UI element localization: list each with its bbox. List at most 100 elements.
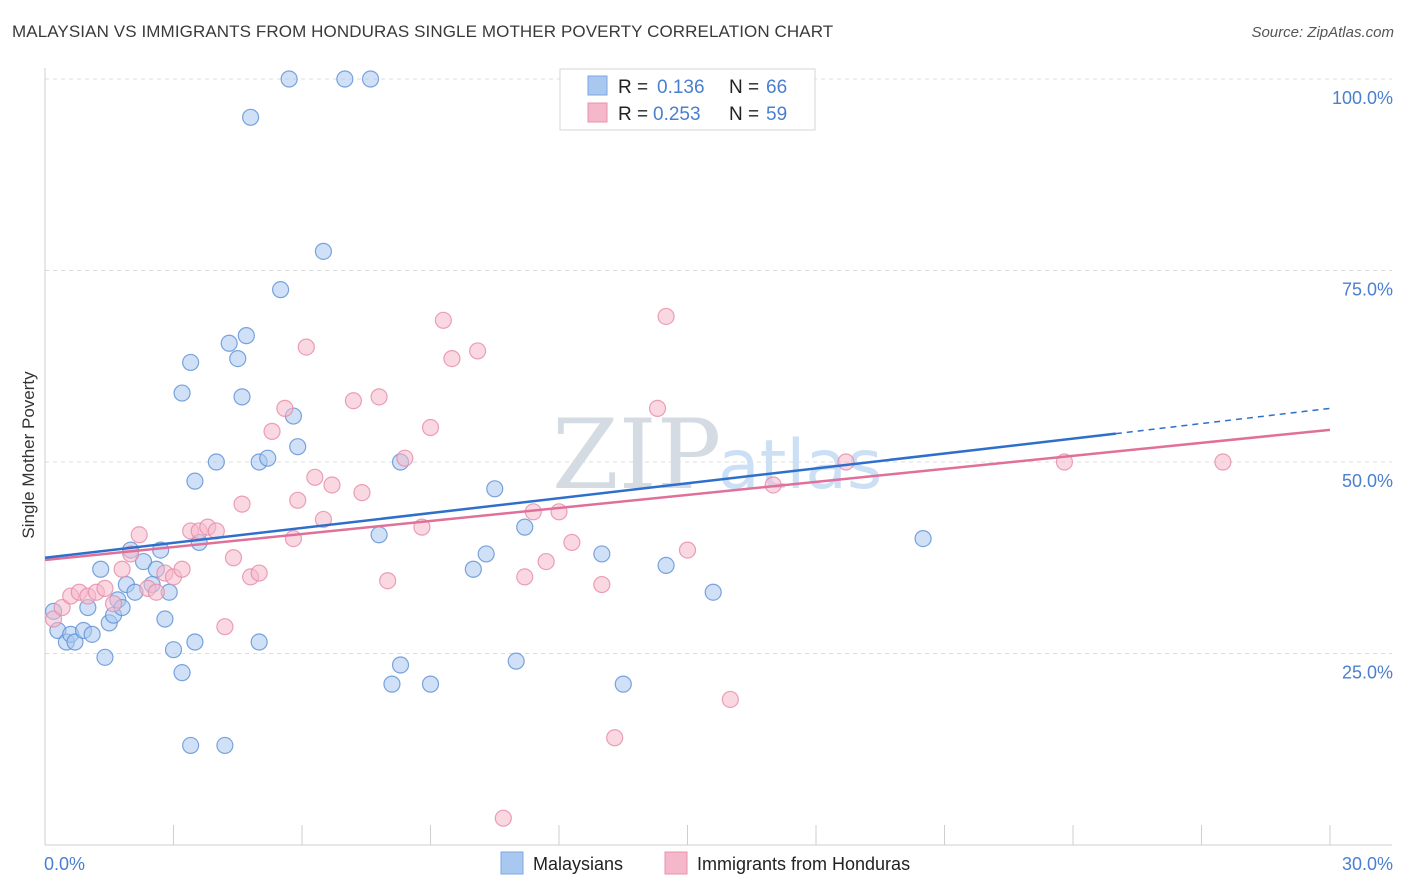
- honduras-point: [721, 690, 739, 709]
- malaysian-point: [156, 610, 174, 628]
- malaysian-point: [507, 652, 525, 670]
- legend-n-value-2: 59: [766, 104, 787, 125]
- malaysian-point: [220, 334, 238, 352]
- malaysian-point: [92, 560, 110, 578]
- malaysian-point: [186, 633, 204, 651]
- honduras-point: [516, 568, 534, 586]
- bottom-legend-swatch-honduras: [664, 851, 688, 875]
- malaysian-point: [614, 675, 632, 693]
- malaysian-point: [237, 327, 255, 345]
- malaysian-point: [186, 472, 204, 490]
- malaysian-point: [421, 675, 440, 693]
- honduras-point: [104, 595, 123, 613]
- honduras-point: [563, 533, 581, 552]
- malaysian-point: [259, 449, 277, 467]
- malaysian-point: [66, 633, 84, 651]
- malaysian-point: [704, 583, 722, 601]
- honduras-point: [657, 307, 675, 326]
- source-label: Source: ZipAtlas.com: [1251, 24, 1394, 41]
- malaysian-point: [370, 526, 388, 544]
- honduras-point: [289, 491, 307, 509]
- malaysian-point: [486, 480, 504, 498]
- malaysian-point: [477, 545, 495, 563]
- correlation-legend: R = 0.136 N = 66 R = 0.253 N = 59: [559, 68, 816, 131]
- legend-swatch-honduras: [587, 102, 608, 123]
- malaysian-point: [383, 675, 401, 693]
- honduras-point: [314, 510, 333, 529]
- honduras-point: [276, 399, 294, 417]
- malaysian-point: [516, 518, 534, 536]
- y-axis-title: Single Mother Poverty: [19, 371, 38, 539]
- honduras-point: [396, 449, 414, 467]
- y-tick-labels: 25.0% 50.0% 75.0% 100.0%: [1332, 88, 1393, 683]
- honduras-point: [306, 468, 324, 486]
- malaysian-point: [229, 349, 247, 368]
- malaysian-point: [216, 736, 234, 755]
- malaysian-point: [391, 656, 410, 674]
- malaysian-point: [207, 453, 225, 471]
- malaysian-point: [314, 242, 333, 260]
- honduras-point: [370, 388, 388, 406]
- legend-n-label-1: N =: [729, 77, 759, 98]
- grid-lines: [45, 78, 1392, 654]
- malaysian-point: [464, 560, 482, 578]
- honduras-point: [173, 560, 191, 578]
- honduras-point: [494, 809, 512, 827]
- honduras-point: [421, 418, 440, 437]
- legend-n-value-1: 66: [766, 77, 787, 98]
- bottom-legend-label-malaysians: Malaysians: [533, 854, 623, 874]
- honduras-point: [344, 392, 362, 410]
- chart-title: MALAYSIAN VS IMMIGRANTS FROM HONDURAS SI…: [12, 22, 834, 41]
- honduras-point: [837, 453, 855, 471]
- malaysian-point: [233, 388, 251, 406]
- malaysian-point: [250, 633, 268, 651]
- honduras-point: [113, 560, 131, 578]
- honduras-trend-line: [44, 428, 1331, 562]
- honduras-point: [297, 338, 315, 356]
- malaysian-point: [361, 70, 380, 88]
- honduras-point: [606, 729, 624, 747]
- malaysian-point: [271, 281, 290, 299]
- legend-r-value-2: 0.253: [653, 104, 701, 125]
- honduras-point: [130, 526, 148, 544]
- malaysian-point: [242, 108, 260, 126]
- honduras-point: [469, 342, 487, 360]
- bottom-legend-swatch-malaysians: [500, 851, 524, 875]
- y-tick-label-50: 50.0%: [1342, 471, 1393, 491]
- y-tick-label-25: 25.0%: [1342, 663, 1393, 683]
- legend-r-label-2: R =: [618, 104, 648, 125]
- y-tick-label-75: 75.0%: [1342, 280, 1393, 300]
- x-tick-labels: 0.0% 30.0%: [44, 854, 1393, 874]
- malaysian-point: [593, 545, 611, 563]
- honduras-point: [44, 610, 63, 628]
- malaysian-point: [96, 648, 114, 666]
- honduras-point: [147, 583, 165, 601]
- honduras-point: [379, 572, 397, 590]
- malaysian-point: [164, 641, 183, 659]
- bottom-legend-label-honduras: Immigrants from Honduras: [697, 854, 910, 874]
- honduras-point: [250, 564, 268, 582]
- honduras-point: [537, 552, 555, 571]
- malaysian-point: [280, 70, 298, 88]
- malaysian-point: [173, 384, 191, 402]
- honduras-point: [353, 484, 371, 502]
- honduras-point: [323, 476, 341, 494]
- honduras-point: [593, 575, 611, 594]
- honduras-point: [224, 549, 243, 567]
- malaysian-point: [289, 438, 307, 456]
- malaysian-point: [83, 625, 101, 643]
- legend-r-label-1: R =: [618, 77, 648, 98]
- watermark-atlas: atlas: [718, 426, 882, 505]
- legend-n-label-2: N =: [729, 104, 759, 125]
- honduras-point: [233, 495, 251, 513]
- watermark: ZIP atlas: [552, 399, 882, 511]
- axes: [44, 68, 1392, 846]
- honduras-point: [216, 618, 234, 636]
- malaysian-point: [336, 70, 354, 88]
- malaysian-point: [657, 556, 675, 575]
- data-points: [44, 70, 1232, 827]
- honduras-point: [648, 399, 667, 417]
- x-tick-label-min: 0.0%: [44, 854, 85, 874]
- legend-swatch-malaysians: [587, 75, 608, 96]
